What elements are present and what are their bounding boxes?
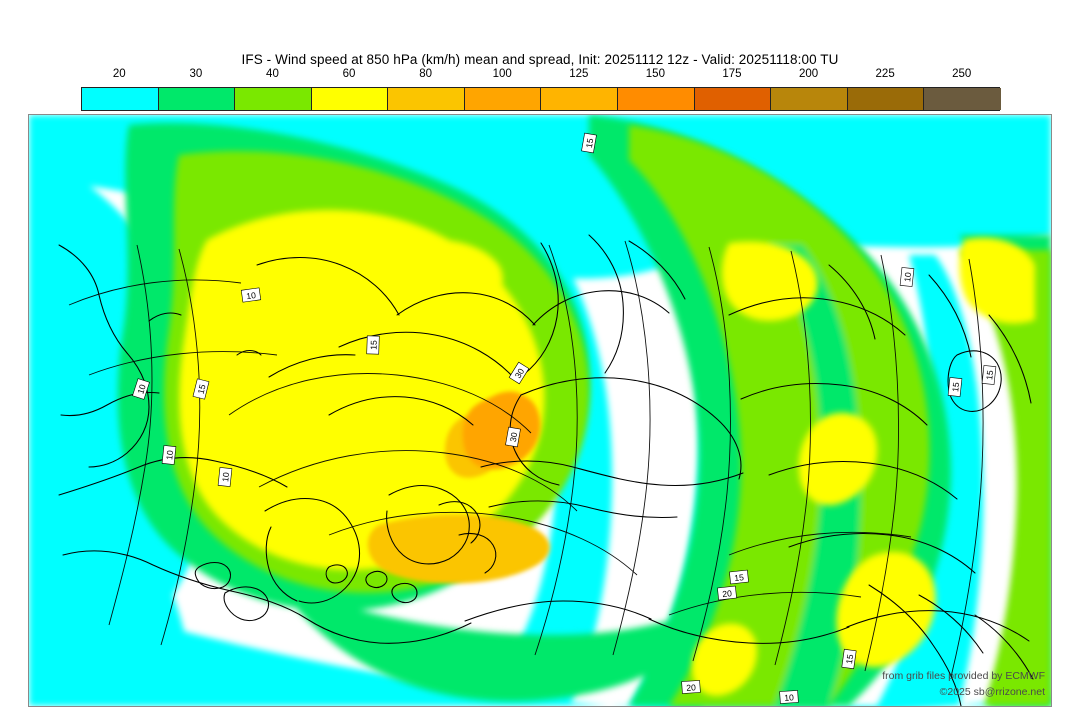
colorbar-tick-200: 200 [798,68,819,80]
colorbar-swatch-125 [541,88,619,110]
svg-text:15: 15 [984,370,995,381]
colorbar-tick-100: 100 [492,68,512,80]
colorbar: 20 30 40 60 80 100 125 150 175 200 225 250 [81,68,1001,111]
colorbar-tick-40: 40 [266,68,279,80]
page-title: IFS - Wind speed at 850 hPa (km/h) mean … [241,52,839,67]
colorbar-swatch-225 [847,88,925,110]
svg-text:15: 15 [734,572,745,583]
colorbar-tick-125: 125 [569,68,589,80]
colorbar-tick-150: 150 [645,68,665,80]
colorbar-swatch-60 [311,88,389,110]
colorbar-swatch-150 [618,88,695,110]
colorbar-tick-30: 30 [189,68,203,80]
contour-labels: 10 15 10 10 10 [132,132,997,704]
colorbar-tick-20: 20 [112,68,126,80]
svg-text:10: 10 [135,383,148,395]
svg-text:15: 15 [196,383,208,395]
map-panel[interactable]: 10 15 10 10 10 [28,114,1052,707]
colorbar-swatch-40 [235,88,312,110]
field-layer-orange [367,391,550,584]
svg-text:10: 10 [902,272,913,283]
colorbar-tick-225: 225 [875,68,895,80]
colorbar-swatch-175 [694,88,772,110]
colorbar-tick-60: 60 [342,68,356,80]
colorbar-tick-80: 80 [419,68,433,80]
svg-text:15: 15 [368,340,378,350]
svg-text:30: 30 [508,431,520,442]
svg-text:15: 15 [844,653,855,664]
colorbar-swatch-250 [924,88,1001,110]
colorbar-swatch-20 [82,88,159,110]
colorbar-swatches [81,87,1001,111]
weather-map-canvas[interactable]: 10 15 10 10 10 [29,115,1051,706]
svg-text:10: 10 [246,290,257,301]
spread-contour-layer [68,240,984,678]
colorbar-tick-250: 250 [952,68,972,80]
colorbar-swatch-100 [464,88,542,110]
coastline-layer [58,234,1034,706]
svg-text:15: 15 [950,382,961,393]
svg-text:20: 20 [722,588,733,599]
svg-text:20: 20 [686,682,696,693]
svg-text:10: 10 [164,450,175,461]
colorbar-tick-175: 175 [722,68,742,80]
svg-text:10: 10 [784,692,794,703]
field-layer-yellow [179,210,1035,696]
svg-text:10: 10 [220,472,231,483]
svg-text:15: 15 [584,137,596,148]
colorbar-swatch-200 [771,88,848,110]
colorbar-swatch-80 [388,88,465,110]
colorbar-swatch-30 [158,88,236,110]
